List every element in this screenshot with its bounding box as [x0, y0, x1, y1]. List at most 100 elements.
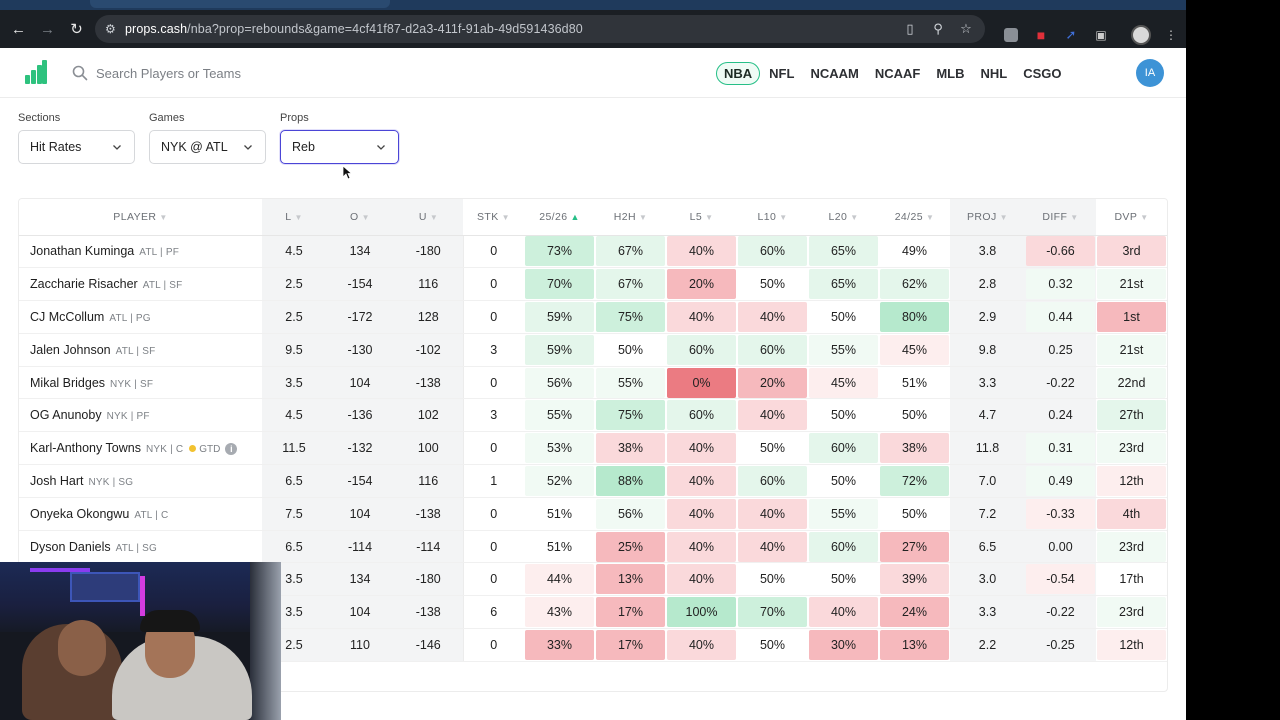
table-row[interactable]: Dyson Daniels ATL | SG 6.5 -114 -114 0 51% 25% 4… — [19, 530, 1167, 564]
column-header-l10[interactable]: L10 ▼ — [737, 199, 808, 236]
column-header-u[interactable]: U ▼ — [394, 199, 463, 236]
extension-red-icon[interactable]: ■ — [1036, 27, 1046, 43]
cell-25-26: 70% — [524, 267, 595, 302]
extension-icon[interactable] — [1000, 24, 1022, 46]
cell-24-25: 45% — [879, 333, 950, 367]
player-cell[interactable]: OG Anunoby NYK | PF — [19, 398, 262, 433]
cell-value: 3.0 — [978, 572, 997, 587]
column-header-l5[interactable]: L5 ▼ — [666, 199, 737, 236]
league-tab-ncaaf[interactable]: NCAAF — [874, 66, 921, 81]
table-row[interactable]: Jalen Johnson ATL | SF 9.5 -130 -102 3 59% 50% 6… — [19, 333, 1167, 367]
info-icon[interactable]: i — [225, 442, 238, 455]
menu-kebab-icon[interactable]: ⋮ — [1165, 28, 1177, 42]
player-name[interactable]: Zaccharie Risacher — [30, 277, 138, 292]
table-row[interactable]: Karl-Anthony Towns NYK | C GTD i 11.5 -132 100… — [19, 431, 1167, 466]
cell-l10: 60% — [737, 333, 808, 367]
player-cell[interactable]: Dyson Daniels ATL | SG — [19, 530, 262, 564]
avatar[interactable]: IA — [1136, 59, 1164, 87]
sort-icon: ▼ — [294, 212, 303, 222]
player-cell[interactable]: CJ McCollum ATL | PG — [19, 300, 262, 334]
browser-tab[interactable] — [90, 0, 390, 8]
cell-value: 2.5 — [285, 277, 303, 292]
column-header-l[interactable]: L ▼ — [262, 199, 326, 236]
player-name[interactable]: CJ McCollum — [30, 309, 105, 324]
reload-icon[interactable]: ↻ — [70, 21, 83, 38]
column-header-label: H2H — [613, 210, 636, 223]
table-row[interactable]: Josh Hart NYK | SG 6.5 -154 116 1 52% 88% 40% 60%… — [19, 464, 1167, 498]
zoom-icon[interactable]: ⚲ — [933, 21, 943, 36]
cell-value: 23rd — [1097, 597, 1166, 628]
player-name[interactable]: Jonathan Kuminga — [30, 244, 135, 259]
table-row[interactable]: Jonathan Kuminga ATL | PF 4.5 134 -180 0 73% 67… — [19, 235, 1167, 269]
league-tab-nhl[interactable]: NHL — [980, 66, 1008, 81]
cell-value: 50% — [759, 441, 786, 456]
cell-value: 3rd — [1097, 236, 1166, 267]
props-select[interactable]: Reb — [280, 130, 399, 164]
league-tab-ncaam[interactable]: NCAAM — [810, 66, 859, 81]
player-name[interactable]: Dyson Daniels — [30, 539, 111, 554]
extensions-puzzle-icon[interactable]: ▣ — [1095, 28, 1107, 42]
address-bar[interactable]: ⚙ props.cash/nba?prop=rebounds&game=4cf4… — [95, 15, 985, 43]
cell-h2h: 88% — [595, 464, 666, 498]
league-tab-nfl[interactable]: NFL — [769, 66, 795, 81]
player-name[interactable]: Jalen Johnson — [30, 342, 111, 357]
cell-value: -0.22 — [1046, 605, 1075, 620]
league-tab-nba[interactable]: NBA — [716, 62, 761, 85]
column-header-o[interactable]: O ▼ — [326, 199, 394, 236]
column-header-player[interactable]: PLAYER ▼ — [19, 199, 262, 236]
cell-value: 6.5 — [978, 539, 997, 554]
player-cell[interactable]: Jonathan Kuminga ATL | PF — [19, 235, 262, 269]
column-header-diff[interactable]: DIFF ▼ — [1025, 199, 1096, 236]
player-cell[interactable]: Jalen Johnson ATL | SF — [19, 333, 262, 367]
player-cell[interactable]: Zaccharie Risacher ATL | SF — [19, 267, 262, 302]
column-header-l20[interactable]: L20 ▼ — [808, 199, 879, 236]
table-row[interactable]: CJ McCollum ATL | PG 2.5 -172 128 0 59% 75% 40% 4… — [19, 300, 1167, 334]
table-row[interactable]: OG Anunoby NYK | PF 4.5 -136 102 3 55% 75% 60% 40… — [19, 398, 1167, 433]
cell-u: 128 — [394, 300, 463, 334]
cell-l: 6.5 — [262, 530, 326, 564]
player-cell[interactable]: Josh Hart NYK | SG — [19, 464, 262, 498]
column-header-dvp[interactable]: DVP ▼ — [1096, 199, 1167, 236]
player-name[interactable]: Onyeka Okongwu — [30, 506, 130, 521]
search-icon — [72, 65, 88, 81]
table-row[interactable]: Onyeka Okongwu ATL | C 7.5 104 -138 0 51% 56% 40… — [19, 497, 1167, 531]
profile-icon[interactable] — [1130, 24, 1152, 46]
games-select[interactable]: NYK @ ATL — [149, 130, 266, 164]
column-header-24-25[interactable]: 24/25 ▼ — [879, 199, 950, 236]
cell-diff: -0.22 — [1025, 366, 1096, 400]
column-header-stk[interactable]: STK ▼ — [463, 199, 524, 236]
cell-value: 40% — [738, 531, 807, 562]
player-cell[interactable]: Karl-Anthony Towns NYK | C GTD i — [19, 431, 262, 466]
player-name[interactable]: Karl-Anthony Towns — [30, 441, 141, 456]
sections-select[interactable]: Hit Rates — [18, 130, 135, 164]
column-header-h2h[interactable]: H2H ▼ — [595, 199, 666, 236]
cell-dvp: 21st — [1096, 333, 1167, 367]
site-settings-icon[interactable]: ⚙ — [105, 22, 116, 36]
cell-stk: 0 — [462, 267, 524, 302]
bookmark-star-icon[interactable]: ☆ — [960, 21, 972, 36]
table-row[interactable]: Zaccharie Risacher ATL | SF 2.5 -154 116 0 70%… — [19, 267, 1167, 302]
props-cash-logo[interactable] — [25, 60, 47, 84]
player-name[interactable]: OG Anunoby — [30, 408, 102, 423]
table-row[interactable]: 3.5 104 -138 6 43% 17% 100% 70% 40% 24% 3.3 -0.22 23… — [19, 595, 1167, 630]
player-name[interactable]: Mikal Bridges — [30, 375, 106, 390]
cell-25-26: 55% — [524, 398, 595, 433]
cell-o: 104 — [326, 595, 394, 630]
cell-stk: 0 — [462, 366, 524, 400]
back-icon[interactable]: ← — [11, 20, 26, 38]
extension-blue-icon[interactable]: ➚ — [1065, 27, 1077, 42]
table-row[interactable]: Mikal Bridges NYK | SF 3.5 104 -138 0 56% 55% 0%… — [19, 366, 1167, 400]
forward-icon[interactable]: → — [40, 20, 55, 38]
player-name[interactable]: Josh Hart — [30, 473, 84, 488]
cell-o: 110 — [326, 628, 394, 662]
league-tab-csgo[interactable]: CSGO — [1023, 66, 1062, 81]
cell-value: 0% — [667, 367, 736, 398]
league-tab-mlb[interactable]: MLB — [936, 66, 965, 81]
search-input[interactable] — [96, 60, 396, 86]
player-cell[interactable]: Mikal Bridges NYK | SF — [19, 366, 262, 400]
column-header-proj[interactable]: PROJ ▼ — [950, 199, 1025, 236]
player-cell[interactable]: Onyeka Okongwu ATL | C — [19, 497, 262, 531]
column-header-25-26[interactable]: 25/26 ▲ — [524, 199, 595, 236]
translate-icon[interactable]: ▯ — [906, 21, 914, 36]
cell-value: 17% — [596, 597, 665, 628]
